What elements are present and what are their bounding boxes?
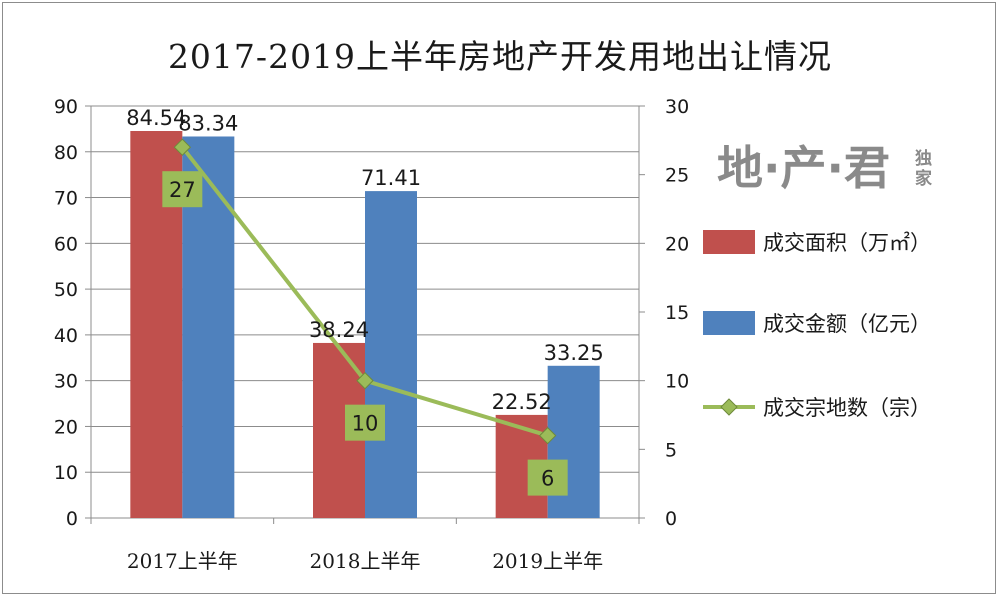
bar-value-label: 38.24 [309,318,369,342]
right-tick-label: 10 [665,371,689,393]
right-tick-label: 20 [665,233,689,255]
watermark-logo: 地·产·君 独家 [717,141,932,195]
x-tick-label: 2019上半年 [492,549,603,573]
line-marker [538,426,557,445]
x-tick-label: 2018上半年 [310,549,421,573]
legend-label: 成交面积（万㎡） [763,231,931,255]
line-value-box [162,171,203,208]
watermark-sub-bottom: 家 [915,168,932,189]
line-marker [173,138,192,156]
left-tick-label: 70 [54,188,78,210]
watermark-sub-top: 独 [915,148,932,169]
data-labels: 84.54 38.24 22.52 83.34 71.41 33.25 27 10 6 [126,106,604,496]
watermark-text: 地·产·君 [717,141,890,195]
x-tick-label: 2017上半年 [127,549,238,573]
left-tick-label: 90 [54,96,78,118]
line-value-label: 6 [541,467,554,491]
left-tick-label: 10 [54,462,78,484]
legend-swatch [703,311,755,335]
legend-label: 成交金额（亿元） [763,312,931,336]
left-tick-label: 0 [66,508,78,530]
chart-title: 2017-2019上半年房地产开发用地出让情况 [167,37,833,76]
line-value-label: 10 [352,412,379,436]
legend-marker [720,398,738,416]
right-tick-label: 25 [665,165,689,187]
bar-value-label: 83.34 [178,111,238,135]
legend-label: 成交宗地数（宗） [763,396,931,420]
line-value-label: 27 [169,178,196,202]
line-value-box [527,459,568,496]
left-tick-label: 30 [54,371,78,393]
bar-value-label: 22.52 [492,390,552,414]
bar [365,191,417,518]
right-tick-label: 30 [665,96,689,118]
left-tick-label: 40 [54,325,78,347]
line-value-box [345,404,385,441]
left-tick-label: 60 [54,233,78,255]
left-tick-label: 20 [54,416,78,438]
line-series [173,138,557,445]
bar-value-label: 84.54 [126,106,186,130]
left-tick-label: 50 [54,279,78,301]
bar-value-label: 71.41 [361,166,421,190]
right-tick-label: 0 [665,508,677,530]
legend: 成交面积（万㎡） 成交金额（亿元） 成交宗地数（宗） [703,230,931,420]
line-marker [356,371,374,390]
bar-value-label: 33.25 [544,341,604,365]
legend-swatch [703,230,755,254]
axes: 0 10 20 30 40 50 60 70 80 90 0 5 10 15 20 25 30 2017上半年 20… [54,96,689,573]
left-tick-label: 80 [54,142,78,164]
right-tick-label: 5 [665,439,677,461]
right-tick-label: 15 [665,302,689,324]
